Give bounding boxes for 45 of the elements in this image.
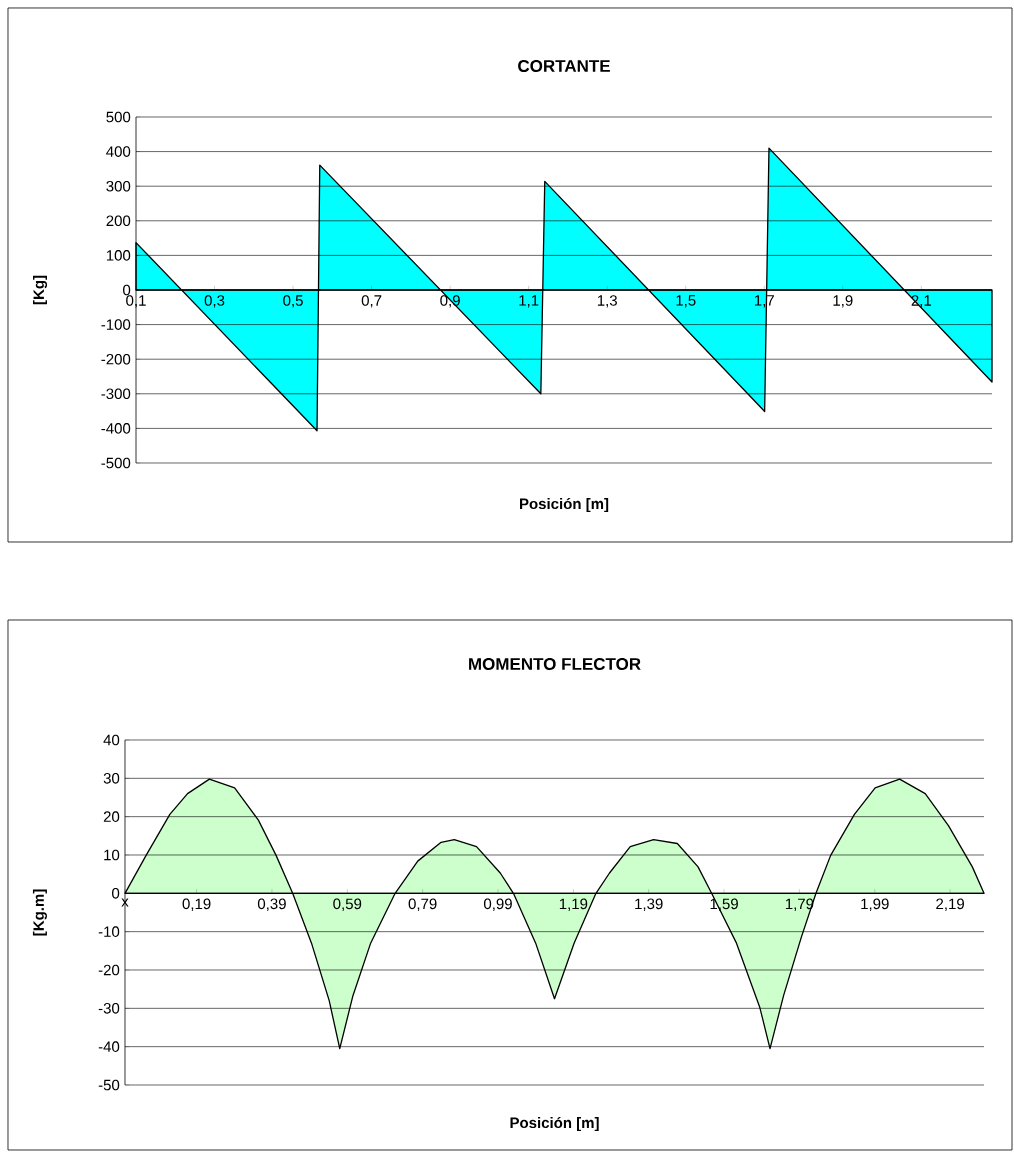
y-tick-label: -30 <box>98 1003 120 1014</box>
y-tick-label: -50 <box>98 1079 120 1091</box>
y-tick-label: -500 <box>101 457 131 469</box>
x-tick-label: 0,19 <box>182 898 211 911</box>
y-tick-label: -10 <box>98 926 120 937</box>
x-axis-title: Posición [m] <box>510 1116 599 1132</box>
x-tick-label: 1,99 <box>861 898 889 911</box>
y-tick-label: -40 <box>98 1041 120 1052</box>
x-tick-label: 1,1 <box>519 295 539 308</box>
x-tick-label: 2,19 <box>936 898 964 911</box>
y-tick-label: 300 <box>106 180 131 192</box>
x-tick-label: 0,5 <box>283 295 303 308</box>
x-tick-label: 0,39 <box>257 898 286 911</box>
x-tick-label: 1,3 <box>597 295 617 308</box>
x-axis-title: Posición [m] <box>520 497 609 513</box>
y-tick-label: 100 <box>106 250 131 261</box>
x-tick-label: 1,9 <box>833 295 853 308</box>
y-tick-label: 10 <box>104 849 120 861</box>
chart-title: CORTANTE <box>518 59 610 72</box>
y-tick-label: -100 <box>101 319 131 330</box>
y-tick-label: -400 <box>101 423 131 434</box>
x-tick-label: 0,7 <box>361 295 382 308</box>
y-tick-label: 500 <box>106 111 131 123</box>
x-tick-label: 0,59 <box>333 898 362 911</box>
y-tick-label: 0 <box>112 888 120 899</box>
x-tick-label: x <box>121 898 129 907</box>
y-tick-label: 30 <box>103 773 120 784</box>
x-tick-label: 0,79 <box>408 898 437 911</box>
y-tick-label: 0 <box>123 284 131 296</box>
x-tick-label: 1,39 <box>635 898 663 911</box>
y-tick-label: -20 <box>98 964 120 976</box>
y-tick-label: -300 <box>101 388 131 400</box>
chart-title: MOMENTO FLECTOR <box>469 657 641 671</box>
x-tick-label: 1,19 <box>559 898 588 911</box>
x-tick-label: 0,99 <box>483 898 512 911</box>
x-tick-label: 0,1 <box>126 295 146 308</box>
y-tick-label: -200 <box>101 353 131 365</box>
y-tick-label: 400 <box>106 146 131 157</box>
y-axis-title: [Kg] <box>33 275 48 305</box>
y-tick-label: 20 <box>103 811 120 822</box>
y-tick-label: 200 <box>106 215 131 227</box>
y-tick-label: 40 <box>103 734 120 746</box>
x-tick-label: 0,3 <box>204 295 225 308</box>
y-axis-title: [Kg.m] <box>32 889 47 936</box>
x-tick-label: 1,5 <box>676 295 696 308</box>
